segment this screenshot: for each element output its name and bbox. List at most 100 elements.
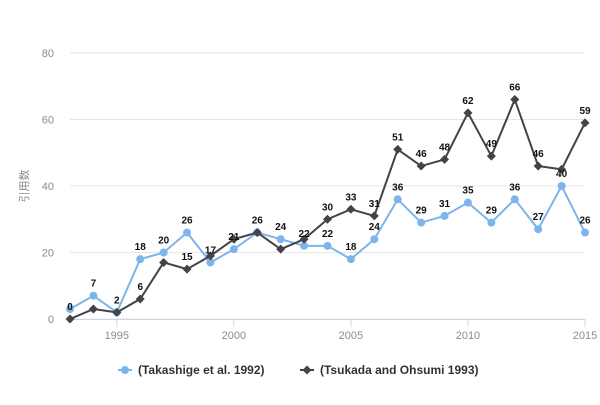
data-label-2013-46: 46 — [533, 149, 545, 160]
data-label-1999-17: 17 — [205, 245, 217, 256]
legend-label-1: (Tsukada and Ohsumi 1993) — [320, 363, 479, 377]
series-0-point-2002 — [276, 235, 285, 244]
series-0-point-2009 — [440, 211, 449, 220]
series-0-point-2005 — [346, 255, 355, 264]
data-label-2010-62: 62 — [462, 96, 474, 107]
y-tick-label-60: 60 — [42, 115, 54, 127]
data-label-1993-0: 0 — [67, 302, 73, 313]
series-1-point-2006 — [369, 211, 379, 221]
data-labels: 0 7 2 18 6 20 26 15 17 21 26 24 22 30 22 33 18 31 24 51 36 46… — [67, 83, 591, 313]
legend: (Takashige et al. 1992) (Tsukada and Ohsu… — [118, 363, 479, 377]
data-label-2005-18: 18 — [345, 242, 357, 253]
x-tick-label-2015: 2015 — [573, 330, 597, 342]
series-0-point-1994 — [89, 291, 98, 300]
series-1-point-2004 — [323, 214, 332, 224]
series-0-point-2007 — [393, 195, 402, 204]
series-0-point-1993 — [66, 305, 74, 314]
series-1-point-1998 — [182, 264, 192, 274]
series-0-point-2015 — [581, 228, 589, 237]
data-label-2002-24: 24 — [275, 222, 287, 233]
data-label-2009-31: 31 — [439, 199, 451, 210]
legend-item-0[interactable]: (Takashige et al. 1992) — [118, 363, 265, 377]
series-1-point-2005 — [346, 204, 356, 214]
series-1-point-2007 — [393, 144, 403, 154]
data-label-2006-24: 24 — [369, 222, 381, 233]
series-0-point-2012 — [510, 195, 519, 204]
series-1-point-2001 — [252, 228, 262, 238]
data-label-2014-40: 40 — [556, 169, 568, 180]
series-1-point-2012 — [510, 95, 520, 105]
data-label-2008-29: 29 — [416, 206, 428, 217]
data-label-1997-20: 20 — [158, 236, 170, 247]
series-0-point-1998 — [183, 228, 192, 237]
data-label-2010-35: 35 — [462, 186, 474, 197]
series-1-point-2003 — [299, 234, 309, 244]
series-1-point-1996 — [135, 294, 145, 304]
data-label-2007-36: 36 — [392, 182, 404, 193]
x-tick-label-2010: 2010 — [456, 330, 480, 342]
data-label-2004-30: 30 — [322, 202, 334, 213]
series-0-point-1996 — [136, 255, 145, 264]
data-label-1996-6: 6 — [137, 282, 143, 293]
series-1-point-1995 — [112, 307, 122, 317]
series-1-point-2000 — [229, 234, 239, 244]
series-0-point-2008 — [417, 218, 426, 227]
series-1-point-2008 — [416, 161, 426, 171]
series-lines — [65, 95, 590, 324]
y-tick-label-80: 80 — [42, 48, 54, 60]
series-0-point-2014 — [557, 182, 566, 190]
data-label-2011-29: 29 — [486, 206, 498, 217]
series-1-point-2014 — [557, 164, 567, 174]
series-1-point-2002 — [276, 244, 286, 254]
data-label-2004-22: 22 — [322, 229, 334, 240]
series-1-point-1994 — [88, 304, 98, 314]
data-label-2012-66: 66 — [509, 83, 521, 94]
data-label-1995-2: 2 — [114, 295, 120, 306]
legend-marker-1 — [302, 365, 312, 375]
series-1-point-1997 — [159, 257, 169, 267]
data-label-1998-15: 15 — [181, 252, 193, 263]
legend-label-0: (Takashige et al. 1992) — [138, 363, 265, 377]
series-1-point-2013 — [533, 161, 543, 171]
x-tick-label-1995: 1995 — [105, 330, 129, 342]
y-tick-label-40: 40 — [42, 181, 54, 193]
data-label-2012-36: 36 — [509, 182, 521, 193]
data-label-2008-46: 46 — [416, 149, 428, 160]
data-label-2005-33: 33 — [345, 192, 357, 203]
data-label-2015-26: 26 — [579, 216, 591, 227]
series-1-point-2009 — [440, 154, 450, 164]
data-label-1994-7: 7 — [91, 279, 97, 290]
data-label-2006-31: 31 — [369, 199, 381, 210]
x-tick-label-2005: 2005 — [339, 330, 363, 342]
data-label-2000-21: 21 — [228, 232, 240, 243]
y-axis-title: 引用数 — [17, 170, 31, 203]
series-0-point-2011 — [487, 218, 496, 227]
series-1-point-2011 — [486, 151, 496, 161]
series-0-point-1999 — [206, 258, 215, 267]
legend-marker-0 — [121, 366, 129, 374]
series-0-point-2004 — [323, 241, 332, 250]
series-0-point-2006 — [370, 235, 379, 244]
data-label-1996-18: 18 — [135, 242, 147, 253]
data-label-2009-48: 48 — [439, 142, 451, 153]
gridlines — [70, 52, 585, 320]
series-1-point-1999 — [205, 251, 215, 261]
data-label-1998-26: 26 — [181, 216, 193, 227]
series-0-point-2000 — [229, 245, 238, 254]
data-label-2001-26: 26 — [252, 216, 264, 227]
series-1-point-1993 — [65, 314, 75, 324]
series-0-point-2010 — [463, 198, 472, 207]
series-0-point-1997 — [159, 248, 168, 257]
data-label-2007-51: 51 — [392, 132, 404, 143]
data-label-2011-49: 49 — [486, 139, 498, 150]
legend-item-1[interactable]: (Tsukada and Ohsumi 1993) — [300, 363, 479, 377]
x-tick-label-2000: 2000 — [222, 330, 246, 342]
series-0-point-2003 — [300, 241, 309, 250]
data-label-2003-22: 22 — [299, 229, 311, 240]
data-label-2013-27: 27 — [533, 212, 545, 223]
y-tick-label-0: 0 — [48, 314, 54, 326]
series-0-point-2013 — [534, 225, 543, 234]
